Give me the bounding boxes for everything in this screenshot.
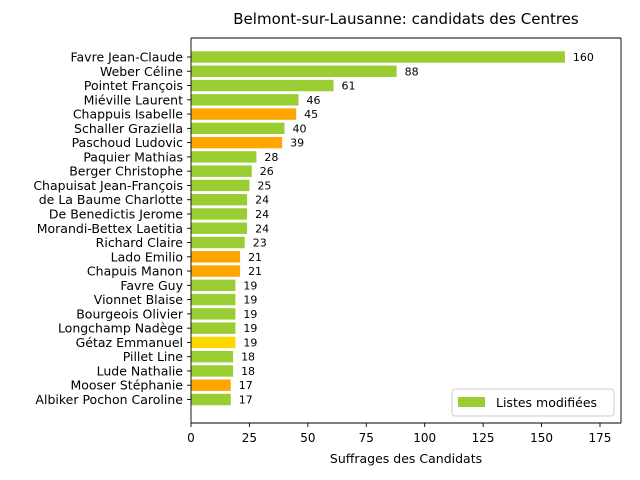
category-label: Paquier Mathias bbox=[83, 149, 183, 164]
data-label: 23 bbox=[253, 237, 267, 250]
data-label: 160 bbox=[573, 51, 594, 64]
data-label: 19 bbox=[243, 294, 257, 307]
bar bbox=[191, 151, 257, 163]
bar bbox=[191, 208, 248, 220]
category-label: Chappuis Isabelle bbox=[73, 107, 183, 122]
category-label: Schaller Graziella bbox=[74, 121, 183, 136]
data-label: 61 bbox=[342, 80, 356, 93]
x-tick-label: 100 bbox=[413, 431, 436, 445]
category-label: Albiker Pochon Caroline bbox=[35, 392, 183, 407]
data-label: 25 bbox=[257, 179, 271, 192]
category-label: Lude Nathalie bbox=[97, 363, 184, 378]
bar bbox=[191, 94, 299, 106]
category-label: Miéville Laurent bbox=[84, 92, 183, 107]
data-label: 40 bbox=[292, 122, 306, 135]
x-axis-title: Suffrages des Candidats bbox=[330, 451, 482, 466]
category-label: Richard Claire bbox=[96, 235, 184, 250]
legend: Listes modifiées bbox=[451, 388, 615, 417]
x-tick-label: 125 bbox=[472, 431, 495, 445]
bar bbox=[191, 179, 250, 192]
category-label: Longchamp Nadège bbox=[58, 321, 183, 336]
data-label: 19 bbox=[243, 322, 257, 335]
plot-area: Favre Jean-Claude 160 Weber Céline 88 Pointe… bbox=[33, 37, 622, 445]
category-label: Favre Guy bbox=[120, 278, 183, 293]
data-label: 26 bbox=[260, 165, 274, 178]
bar bbox=[191, 236, 245, 249]
data-label: 18 bbox=[241, 365, 255, 378]
bar bbox=[191, 293, 236, 306]
bar bbox=[191, 79, 334, 92]
bar bbox=[191, 350, 234, 363]
data-label: 19 bbox=[243, 308, 257, 321]
bar bbox=[191, 222, 248, 234]
data-label: 18 bbox=[241, 351, 255, 364]
category-label: de La Baume Charlotte bbox=[39, 192, 184, 207]
category-label: Weber Céline bbox=[100, 64, 183, 79]
data-label: 24 bbox=[255, 222, 269, 235]
data-label: 24 bbox=[255, 208, 269, 221]
data-label: 39 bbox=[290, 137, 304, 150]
category-label: Vionnet Blaise bbox=[94, 292, 184, 307]
category-label: Chapuis Manon bbox=[87, 264, 183, 279]
chart-title: Belmont-sur-Lausanne: candidats des Cent… bbox=[233, 10, 579, 28]
category-label: Gétaz Emmanuel bbox=[76, 335, 183, 350]
bar bbox=[191, 265, 241, 277]
data-label: 24 bbox=[255, 194, 269, 207]
bar bbox=[191, 379, 231, 391]
x-tick-label: 0 bbox=[187, 431, 195, 445]
legend-label: Listes modifiées bbox=[496, 395, 597, 410]
bar bbox=[191, 393, 231, 406]
bar bbox=[191, 279, 236, 292]
category-label: Bourgeois Olivier bbox=[76, 306, 184, 321]
category-label: Paschoud Ludovic bbox=[72, 135, 184, 150]
legend-box bbox=[451, 388, 615, 417]
x-tick-label: 150 bbox=[530, 431, 553, 445]
data-label: 21 bbox=[248, 265, 262, 278]
category-label: De Benedictis Jerome bbox=[49, 206, 183, 221]
data-label: 17 bbox=[239, 379, 253, 392]
bar bbox=[191, 308, 236, 320]
legend-swatch bbox=[458, 397, 485, 407]
data-label: 21 bbox=[248, 251, 262, 264]
category-label: Berger Christophe bbox=[69, 164, 183, 179]
category-label: Morandi-Bettex Laetitia bbox=[37, 221, 183, 236]
bar bbox=[191, 65, 397, 77]
category-label: Mooser Stéphanie bbox=[70, 378, 183, 393]
bar bbox=[191, 251, 241, 263]
bar bbox=[191, 365, 234, 377]
category-label: Lado Emilio bbox=[111, 249, 183, 264]
x-tick-label: 50 bbox=[300, 431, 315, 445]
bar bbox=[191, 136, 283, 149]
bar bbox=[191, 322, 236, 334]
category-label: Favre Jean-Claude bbox=[70, 50, 183, 65]
bar bbox=[191, 51, 565, 63]
bar bbox=[191, 336, 236, 349]
data-label: 17 bbox=[239, 394, 253, 407]
data-label: 46 bbox=[307, 94, 321, 107]
bar bbox=[191, 122, 285, 135]
category-label: Chapuisat Jean-François bbox=[33, 178, 183, 193]
bar bbox=[191, 165, 252, 177]
category-label: Pointet François bbox=[84, 78, 183, 93]
data-label: 88 bbox=[405, 65, 419, 78]
data-label: 28 bbox=[264, 151, 278, 164]
bar bbox=[191, 108, 297, 120]
data-label: 19 bbox=[243, 336, 257, 349]
bar bbox=[191, 194, 248, 206]
data-label: 45 bbox=[304, 108, 318, 121]
x-tick-label: 175 bbox=[589, 431, 612, 445]
x-tick-label: 25 bbox=[242, 431, 257, 445]
category-label: Pillet Line bbox=[123, 349, 184, 364]
data-label: 19 bbox=[243, 279, 257, 292]
x-tick-label: 75 bbox=[359, 431, 374, 445]
